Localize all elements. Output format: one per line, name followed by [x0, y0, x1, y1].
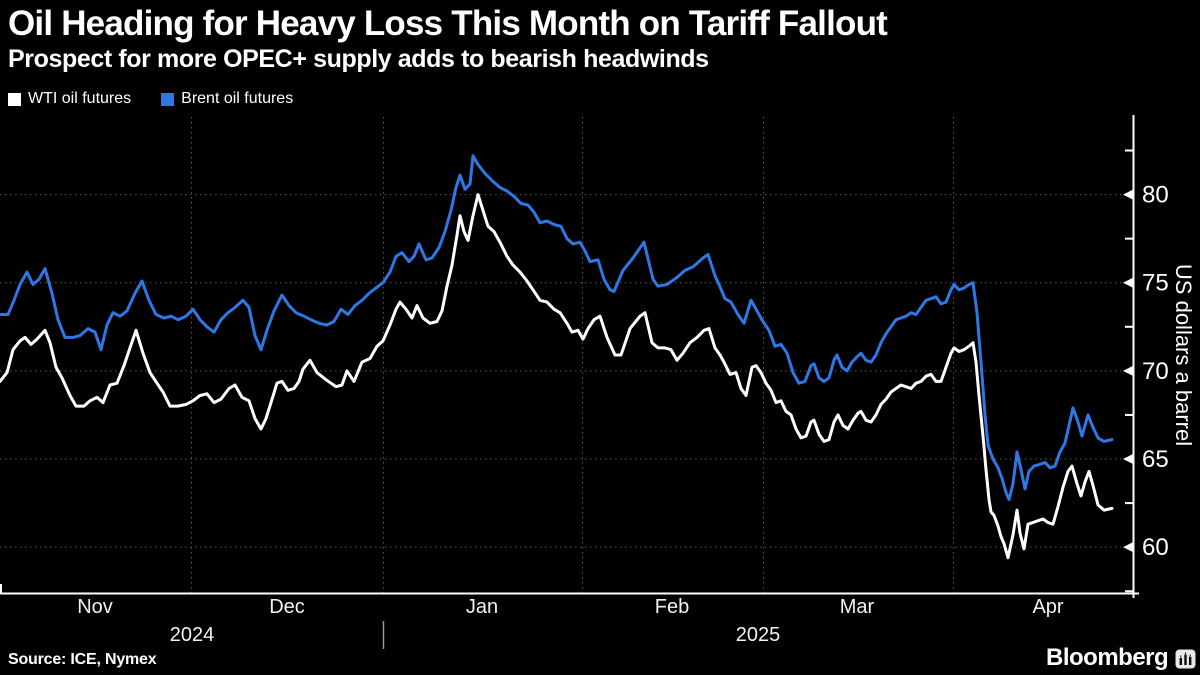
source-note: Source: ICE, Nymex: [8, 651, 157, 668]
brent-swatch-icon: [161, 92, 175, 106]
y-tick-label: 65: [1142, 446, 1169, 473]
x-month-label: Mar: [840, 596, 875, 618]
bloomberg-terminal-icon: [1175, 649, 1196, 668]
bloomberg-wordmark: Bloomberg: [1046, 644, 1169, 671]
legend-item-wti: WTI oil futures: [8, 90, 131, 108]
x-month-label: Dec: [269, 596, 305, 618]
x-month-label: Feb: [655, 596, 689, 618]
x-month-label: Nov: [77, 596, 113, 618]
y-major-tick: [1123, 542, 1133, 553]
legend-label-brent: Brent oil futures: [181, 90, 294, 107]
y-tick-label: 75: [1142, 270, 1169, 297]
y-major-tick: [1123, 189, 1133, 200]
y-major-tick: [1123, 277, 1133, 288]
y-tick-label: 60: [1142, 534, 1169, 561]
y-tick-label: 70: [1142, 358, 1169, 385]
chart-title: Oil Heading for Heavy Loss This Month on…: [8, 4, 888, 43]
legend-item-brent: Brent oil futures: [161, 90, 293, 108]
x-month-label: Apr: [1032, 596, 1063, 618]
x-year-label: 2025: [736, 624, 781, 646]
chart-subtitle: Prospect for more OPEC+ supply adds to b…: [8, 45, 709, 73]
wti-swatch-icon: [8, 92, 21, 106]
series-line-wti: [0, 193, 1114, 560]
y-major-tick: [1123, 454, 1133, 465]
x-year-label: 2024: [170, 624, 215, 646]
y-tick-label: 80: [1142, 182, 1169, 209]
bloomberg-logo: Bloomberg: [1046, 644, 1196, 672]
y-major-tick: [1123, 365, 1133, 376]
legend: WTI oil futures Brent oil futures: [8, 90, 293, 108]
legend-label-wti: WTI oil futures: [28, 90, 132, 107]
y-axis-title: US dollars a barrel: [1171, 263, 1196, 447]
series-line-brent: [0, 154, 1114, 502]
x-month-label: Jan: [466, 596, 498, 618]
